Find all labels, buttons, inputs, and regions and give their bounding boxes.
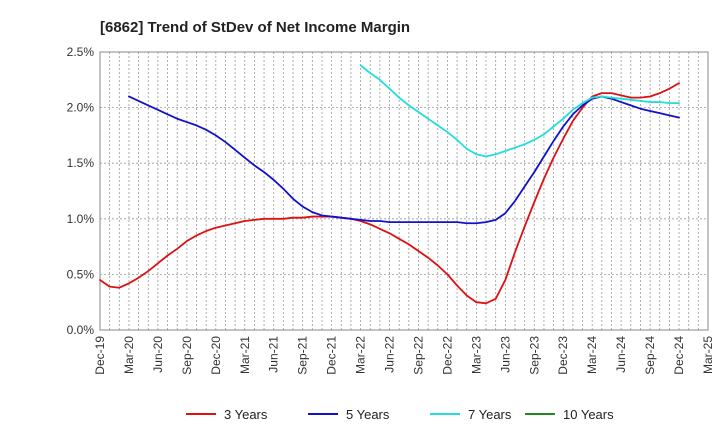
x-tick-label: Jun-22 <box>383 336 397 373</box>
chart-title: [6862] Trend of StDev of Net Income Marg… <box>100 19 410 36</box>
x-tick-label: Jun-21 <box>267 336 281 373</box>
x-tick-label: Jun-20 <box>151 336 165 373</box>
x-tick-label: Sep-23 <box>527 336 541 375</box>
x-tick-label: Dec-22 <box>440 336 454 375</box>
x-tick-label: Jun-23 <box>498 336 512 373</box>
legend-label: 3 Years <box>224 407 268 422</box>
x-tick-label: Dec-23 <box>556 336 570 375</box>
y-tick-label: 2.0% <box>67 101 95 115</box>
plot-frame <box>99 51 709 331</box>
x-tick-label: Jun-24 <box>614 336 628 373</box>
legend-label: 7 Years <box>468 407 512 422</box>
x-tick-label: Dec-20 <box>209 336 223 375</box>
x-tick-label: Sep-22 <box>411 336 425 375</box>
x-tick-label: Mar-21 <box>238 336 252 374</box>
x-tick-label: Mar-22 <box>354 336 368 374</box>
x-tick-label: Mar-25 <box>701 336 715 374</box>
x-tick-label: Mar-20 <box>122 336 136 374</box>
x-axis-ticks: Dec-19 Mar-20 Jun-20 Sep-20 Dec-20 Mar-21 Jun-… <box>93 336 715 375</box>
series-lines <box>99 64 680 305</box>
legend-label: 10 Years <box>563 407 614 422</box>
x-tick-label: Sep-20 <box>180 336 194 375</box>
y-axis-ticks: 0.0% 0.5% 1.0% 1.5% 2.0% 2.5% <box>67 45 95 337</box>
y-tick-label: 0.0% <box>67 323 95 337</box>
x-tick-label: Sep-21 <box>296 336 310 375</box>
x-tick-label: Dec-24 <box>672 336 686 375</box>
y-tick-label: 2.5% <box>67 45 95 59</box>
series-line-5-years <box>128 95 680 225</box>
plot-gridlines <box>100 52 708 330</box>
x-tick-label: Dec-21 <box>325 336 339 375</box>
x-tick-label: Mar-24 <box>585 336 599 374</box>
x-tick-label: Mar-23 <box>469 336 483 374</box>
y-tick-label: 1.0% <box>67 212 95 226</box>
x-tick-label: Dec-19 <box>93 336 107 375</box>
y-tick-label: 1.5% <box>67 156 95 170</box>
series-line-3-years <box>99 82 680 305</box>
x-tick-label: Sep-24 <box>643 336 657 375</box>
legend: 3 Years 5 Years 7 Years 10 Years <box>186 407 614 422</box>
y-tick-label: 0.5% <box>67 267 95 281</box>
series-line-7-years <box>359 64 680 158</box>
legend-label: 5 Years <box>346 407 390 422</box>
